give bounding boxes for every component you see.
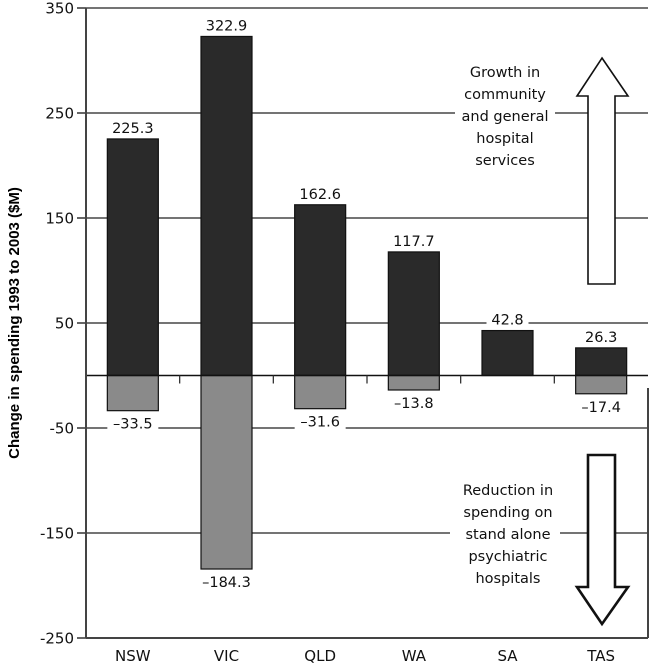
bar-nsw-reduction <box>106 374 159 412</box>
bar-sa-growth <box>481 329 534 377</box>
reduction-annotation-line: spending on <box>463 505 552 521</box>
y-tick-label: 250 <box>45 105 74 123</box>
growth-annotation-line: community <box>464 87 546 103</box>
y-tick-label: 50 <box>55 315 74 333</box>
value-label-bg <box>196 573 257 591</box>
y-axis-label: Change in spending 1993 to 2003 ($M) <box>6 187 23 459</box>
bar-nsw-growth <box>106 138 159 377</box>
value-label-bg <box>294 412 346 430</box>
value-label-bg <box>388 393 440 411</box>
value-label: –184.3 <box>202 575 251 591</box>
y-tick-label: 350 <box>45 0 74 18</box>
bar-tas-growth <box>575 347 628 377</box>
value-label: 117.7 <box>393 234 435 250</box>
value-label-bg <box>201 16 252 34</box>
y-tick-label: 150 <box>45 210 74 228</box>
x-category-label: QLD <box>304 647 336 665</box>
value-label: 162.6 <box>299 187 341 203</box>
value-label: –17.4 <box>581 400 621 416</box>
up-arrow-icon <box>575 56 630 285</box>
bar-qld-growth <box>294 204 347 377</box>
x-category-label: WA <box>402 647 427 665</box>
value-label: 42.8 <box>491 313 523 329</box>
x-category-label: TAS <box>586 647 615 665</box>
value-label-bg <box>107 118 159 136</box>
value-label: 26.3 <box>585 330 617 346</box>
growth-annotation-line: and general <box>462 109 549 125</box>
value-label-bg <box>107 414 159 432</box>
growth-annotation-line: hospital <box>476 131 533 147</box>
value-label: –33.5 <box>113 417 153 433</box>
value-label-bg <box>388 231 440 249</box>
value-labels: 225.3 322.9 162.6 117.7 42.8 26.3 –33.5 –184.3 –… <box>107 16 627 591</box>
value-label-bg <box>486 310 529 328</box>
value-label: 225.3 <box>112 121 154 137</box>
reduction-annotation-line: stand alone <box>465 527 550 543</box>
y-tick-labels: 350 250 150 50 -50 -150 -250 <box>40 0 74 648</box>
y-tick-label: -150 <box>40 525 74 543</box>
value-label: –13.8 <box>394 396 434 412</box>
bar-wa-growth <box>387 251 440 377</box>
axes <box>77 7 649 639</box>
value-label: 322.9 <box>206 18 248 34</box>
growth-annotation-line: Growth in <box>470 65 540 81</box>
value-label-bg <box>294 184 346 202</box>
reduction-annotation-line: psychiatric <box>468 549 547 565</box>
bar-vic-growth <box>200 35 253 377</box>
x-category-label: VIC <box>214 647 239 665</box>
reduction-annotation-line: Reduction in <box>463 483 553 499</box>
reduction-annotation-line: hospitals <box>475 571 540 587</box>
value-label-bg <box>575 397 627 415</box>
bars <box>106 35 628 570</box>
bar-qld-reduction <box>294 374 347 410</box>
y-tick-label: -250 <box>40 630 74 648</box>
annotations: Growth in community and general hospital ser… <box>462 56 631 627</box>
annotation-bg <box>450 478 560 593</box>
x-category-label: SA <box>497 647 518 665</box>
down-arrow-icon <box>574 453 631 627</box>
bar-vic-reduction <box>200 374 253 570</box>
bar-tas-reduction <box>575 374 628 395</box>
value-label: –31.6 <box>300 415 340 431</box>
bar-wa-reduction <box>387 374 440 391</box>
y-tick-label: -50 <box>50 420 75 438</box>
x-category-label: NSW <box>115 647 151 665</box>
gridlines <box>86 7 648 534</box>
value-label-bg <box>580 327 623 345</box>
annotation-bg <box>455 60 555 175</box>
zero-line-group <box>86 374 648 384</box>
growth-annotation-line: services <box>475 153 535 169</box>
annotation-backgrounds <box>450 60 560 593</box>
x-category-labels: NSW VIC QLD WA SA TAS <box>115 647 615 665</box>
